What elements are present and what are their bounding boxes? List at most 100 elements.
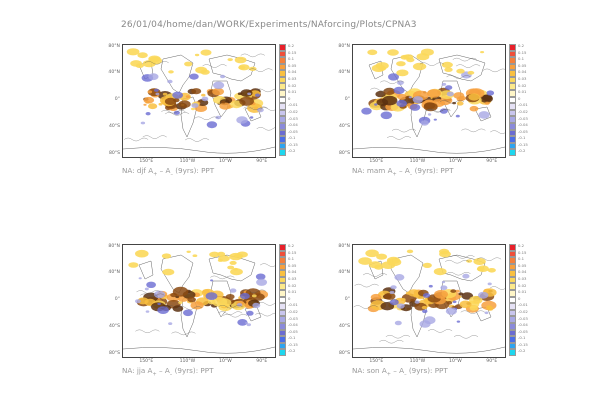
colorbar-swatch bbox=[279, 76, 286, 84]
colorbar-label: -0.1 bbox=[288, 135, 296, 141]
lat-label: 40°S bbox=[108, 324, 120, 329]
colorbar-swatch bbox=[279, 109, 286, 117]
colorbar-label: 0.2 bbox=[288, 43, 295, 48]
colorbar-label: 0.1 bbox=[288, 256, 295, 262]
colorbar-label: -0.1 bbox=[518, 135, 526, 141]
colorbar-swatch bbox=[509, 109, 516, 117]
precip-anomaly-map bbox=[353, 45, 505, 157]
colorbar-swatch bbox=[279, 329, 286, 337]
lat-label: 0° bbox=[114, 97, 120, 102]
lat-label: 40°S bbox=[338, 324, 350, 329]
colorbar-label: 0 bbox=[288, 295, 291, 301]
colorbar-swatch bbox=[509, 290, 516, 297]
colorbar-label: -0.2 bbox=[288, 348, 296, 354]
colorbar-label: -0.04 bbox=[518, 322, 528, 328]
colorbar-label: 0.03 bbox=[518, 75, 527, 81]
precip-anomaly-map bbox=[123, 45, 275, 157]
lat-label: 0° bbox=[344, 97, 350, 102]
colorbar-swatch bbox=[509, 103, 516, 110]
lon-label: 10°W bbox=[449, 159, 462, 164]
lat-label: 80°S bbox=[338, 351, 350, 356]
colorbar-swatch bbox=[509, 296, 516, 304]
colorbar bbox=[509, 244, 516, 356]
lon-label: 10°W bbox=[219, 159, 232, 164]
colorbar-label: 0.01 bbox=[518, 89, 527, 95]
map-panel-2: 80°N 40°N 0° 40°S 80°S 150°E 110°W 10°W 90°E 0.2 0… bbox=[330, 44, 589, 184]
map-panel-3: 80°N 40°N 0° 40°S 80°S 150°E 110°W 10°W 90°E 0.2 0… bbox=[100, 244, 368, 384]
colorbar-label: -0.03 bbox=[518, 115, 528, 121]
colorbar-label: -0.05 bbox=[288, 128, 298, 134]
lat-label: 80°S bbox=[108, 151, 120, 156]
colorbar-label: 0.01 bbox=[288, 89, 297, 95]
colorbar-label: 0.03 bbox=[518, 275, 527, 281]
colorbar-swatch bbox=[509, 83, 516, 91]
lon-label: 10°W bbox=[449, 359, 462, 364]
colorbar-swatch bbox=[509, 57, 516, 64]
colorbar-label: -0.03 bbox=[288, 115, 298, 121]
colorbar-label: 0.05 bbox=[518, 262, 527, 268]
colorbar-swatch bbox=[279, 309, 286, 317]
colorbar-swatch bbox=[279, 116, 286, 123]
colorbar-label: 0.15 bbox=[288, 249, 297, 255]
colorbar-label: 0.03 bbox=[288, 75, 297, 81]
colorbar-swatch bbox=[279, 44, 286, 51]
colorbar-swatch bbox=[279, 316, 286, 323]
lat-label: 40°N bbox=[108, 270, 120, 275]
colorbar-swatch bbox=[509, 142, 516, 150]
colorbar-swatch bbox=[279, 257, 286, 264]
colorbar-swatch bbox=[279, 296, 286, 304]
lat-label: 40°S bbox=[338, 124, 350, 129]
colorbar-swatch bbox=[509, 96, 516, 104]
colorbar-swatch bbox=[509, 276, 516, 284]
colorbar-swatch bbox=[279, 322, 286, 330]
colorbar-label: -0.02 bbox=[518, 308, 528, 314]
colorbar-label: -0.03 bbox=[518, 315, 528, 321]
colorbar-swatch bbox=[509, 329, 516, 337]
colorbar-label: 0 bbox=[288, 95, 291, 101]
colorbar-label: 0.02 bbox=[288, 282, 297, 288]
map-frame bbox=[122, 244, 276, 358]
colorbar-swatch bbox=[279, 263, 286, 271]
colorbar-swatch bbox=[509, 149, 516, 156]
colorbar-swatch bbox=[509, 122, 516, 130]
colorbar-swatch bbox=[509, 129, 516, 137]
colorbar bbox=[279, 44, 286, 156]
colorbar-swatch bbox=[279, 349, 286, 356]
lat-label: 80°N bbox=[338, 44, 350, 49]
colorbar-label: -0.02 bbox=[288, 108, 298, 114]
map-panel-4: 80°N 40°N 0° 40°S 80°S 150°E 110°W 10°W 90°E 0.2 0… bbox=[330, 244, 589, 384]
colorbar-swatch bbox=[509, 309, 516, 317]
colorbar-label: -0.04 bbox=[288, 322, 298, 328]
colorbar-label: 0.05 bbox=[288, 62, 297, 68]
colorbar-swatch bbox=[509, 349, 516, 356]
colorbar-label: -0.01 bbox=[518, 302, 528, 308]
colorbar-label: -0.2 bbox=[288, 148, 296, 154]
colorbar bbox=[509, 44, 516, 156]
colorbar-label: 0.03 bbox=[288, 275, 297, 281]
colorbar-swatch bbox=[279, 103, 286, 110]
lon-label: 90°E bbox=[256, 159, 268, 164]
colorbar-label: -0.05 bbox=[518, 328, 528, 334]
colorbar-label: 0.01 bbox=[288, 289, 297, 295]
colorbar-label: -0.1 bbox=[288, 335, 296, 341]
colorbar-swatch bbox=[509, 76, 516, 84]
colorbar-label: 0 bbox=[518, 295, 521, 301]
colorbar-label: -0.01 bbox=[288, 302, 298, 308]
colorbar-swatch bbox=[279, 57, 286, 64]
colorbar-swatch bbox=[279, 129, 286, 137]
colorbar-label: -0.02 bbox=[288, 308, 298, 314]
colorbar-label: 0.01 bbox=[518, 289, 527, 295]
plot-path-header: 26/01/04/home/dan/WORK/Experiments/NAfor… bbox=[121, 20, 417, 30]
colorbar-swatch bbox=[279, 149, 286, 156]
colorbar-label: -0.15 bbox=[288, 341, 298, 347]
colorbar bbox=[279, 244, 286, 356]
colorbar-swatch bbox=[279, 283, 286, 291]
lat-label: 0° bbox=[344, 297, 350, 302]
colorbar-label: 0.15 bbox=[518, 249, 527, 255]
colorbar-swatch bbox=[279, 96, 286, 104]
lat-label: 0° bbox=[114, 297, 120, 302]
colorbar-label: 0.1 bbox=[288, 56, 295, 62]
colorbar-swatch bbox=[509, 50, 516, 58]
colorbar-label: 0.04 bbox=[518, 269, 527, 275]
panel-caption: NA: jja A+ – A– (9yrs): PPT bbox=[122, 366, 214, 378]
